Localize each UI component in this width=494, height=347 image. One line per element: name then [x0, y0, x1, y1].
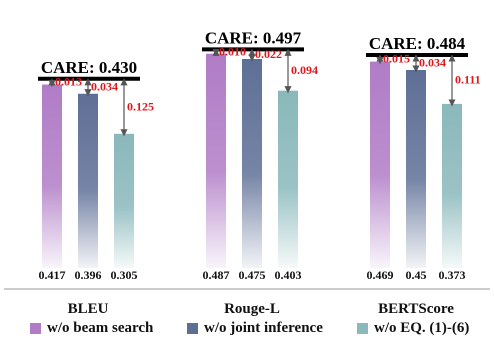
- annotations-layer: [4, 47, 490, 290]
- legend-label: w/o beam search: [47, 320, 154, 336]
- legend-item-eq: w/o EQ. (1)-(6): [357, 320, 469, 337]
- legend-item-beam-search: w/o beam search: [30, 320, 153, 337]
- bar: [78, 93, 98, 268]
- labels-layer: CARE: 0.430 0.417 0.013 0.396 0.034 0.305 0.12…: [39, 28, 481, 317]
- value-label: 0.487: [203, 268, 230, 282]
- bar: [206, 53, 226, 268]
- legend-swatch-joint-inference: [187, 323, 198, 334]
- bar: [242, 59, 262, 268]
- bar: [114, 133, 134, 268]
- difference-label: 0.125: [127, 99, 154, 113]
- value-label: 0.305: [111, 268, 138, 282]
- bar: [278, 90, 298, 269]
- category-label: Rouge-L: [224, 301, 280, 317]
- category-label: BERTScore: [378, 301, 454, 317]
- value-label: 0.475: [239, 268, 266, 282]
- bar: [42, 84, 62, 269]
- bars-layer: [42, 53, 462, 269]
- category-label: BLEU: [68, 301, 109, 317]
- bar: [370, 61, 390, 268]
- legend-label: w/o joint inference: [204, 320, 323, 336]
- difference-label: 0.034: [419, 56, 446, 70]
- care-label: CARE: 0.497: [205, 28, 302, 47]
- value-label: 0.373: [439, 268, 466, 282]
- value-label: 0.403: [275, 268, 302, 282]
- difference-label: 0.034: [91, 79, 118, 93]
- bar: [406, 70, 426, 268]
- difference-label: 0.010: [219, 45, 246, 59]
- legend-swatch-eq: [357, 323, 368, 334]
- legend-swatch-beam-search: [30, 323, 41, 334]
- difference-label: 0.111: [455, 72, 481, 86]
- difference-label: 0.022: [255, 47, 282, 61]
- value-label: 0.469: [367, 268, 394, 282]
- legend: w/o beam search w/o joint inference w/o …: [0, 320, 494, 344]
- bar: [442, 103, 462, 268]
- value-label: 0.396: [75, 268, 102, 282]
- value-label: 0.45: [406, 268, 427, 282]
- legend-item-joint-inference: w/o joint inference: [187, 320, 323, 337]
- care-label: CARE: 0.430: [41, 58, 137, 77]
- difference-label: 0.094: [291, 63, 318, 77]
- difference-label: 0.015: [383, 51, 410, 65]
- care-label: CARE: 0.484: [369, 34, 466, 53]
- difference-label: 0.013: [55, 75, 82, 89]
- value-label: 0.417: [39, 268, 66, 282]
- legend-label: w/o EQ. (1)-(6): [374, 320, 470, 336]
